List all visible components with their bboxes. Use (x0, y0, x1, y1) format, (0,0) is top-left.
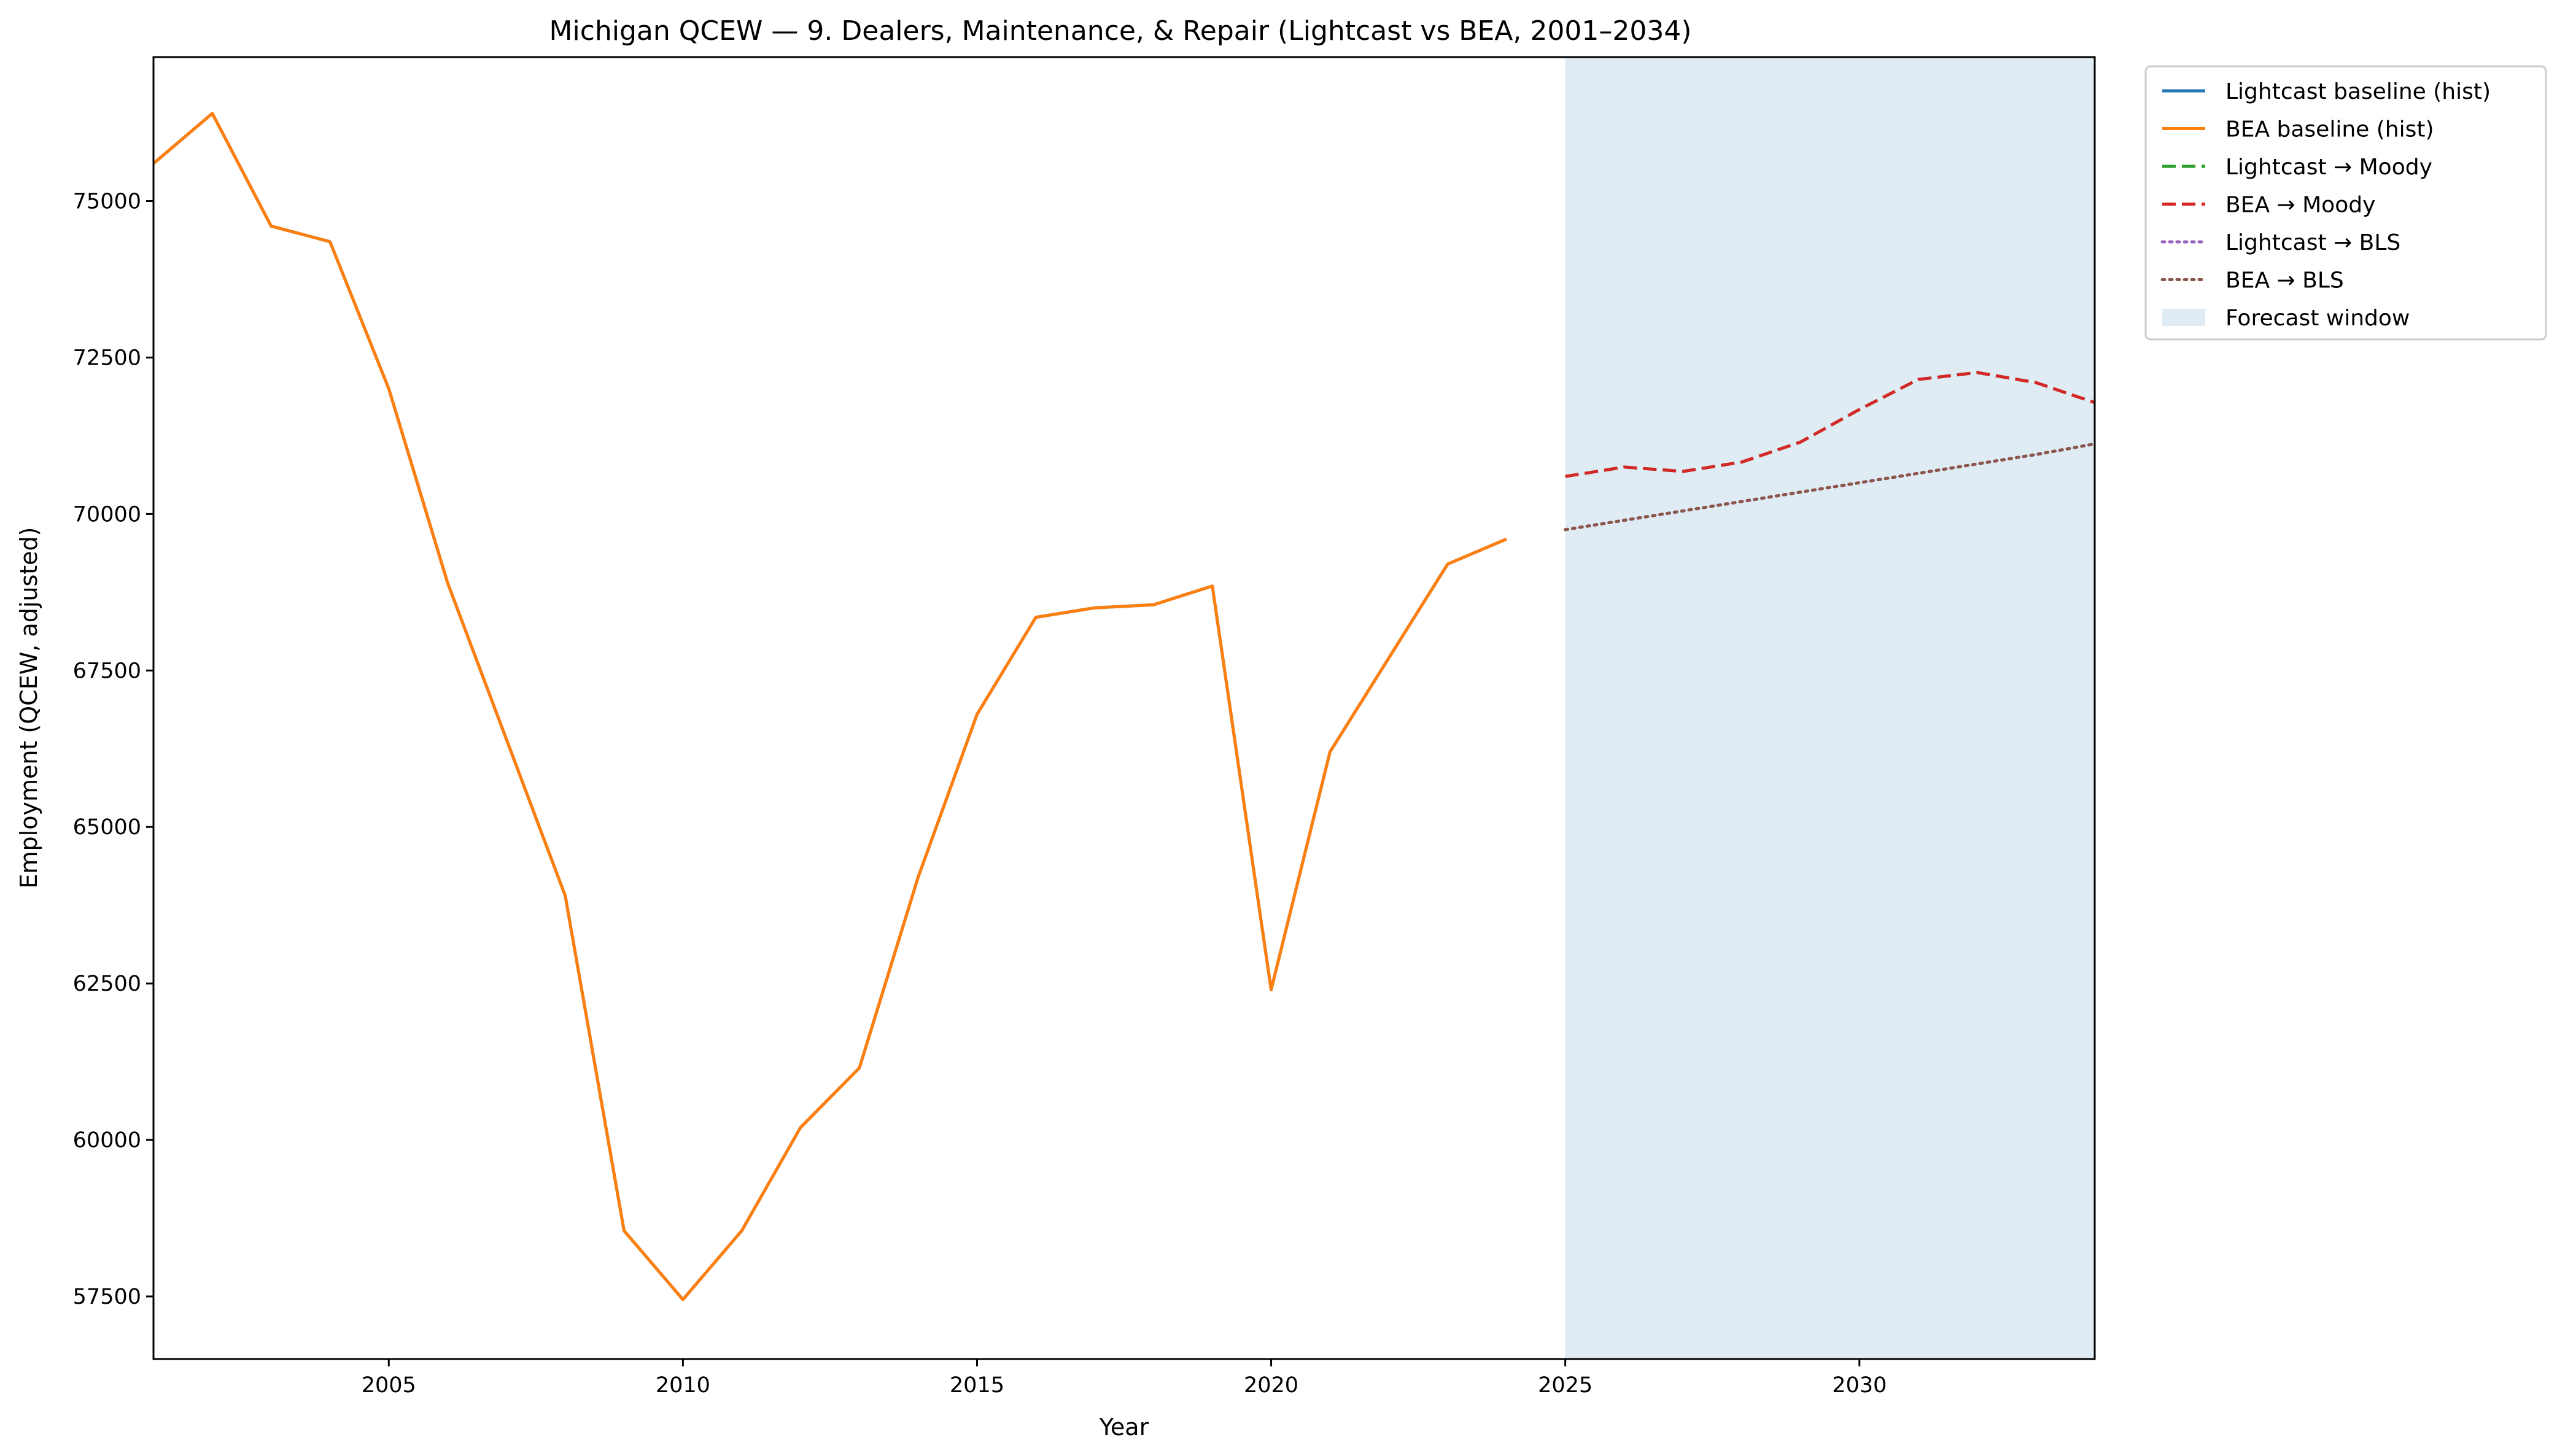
x-tick-label: 2005 (362, 1373, 416, 1398)
data-point (2035, 453, 2038, 456)
forecast-window-shade (1565, 57, 2095, 1359)
data-point (505, 738, 508, 741)
data-point (1799, 441, 1802, 444)
series-line (1565, 371, 2095, 478)
legend-item: Forecast window (2162, 306, 2410, 331)
data-point (1917, 378, 1920, 381)
x-tick-label: 2030 (1832, 1373, 1887, 1398)
data-point (1329, 750, 1332, 753)
x-tick-label: 2010 (656, 1373, 710, 1398)
series-line (152, 112, 1507, 1301)
data-point (1682, 509, 1685, 513)
data-point (1387, 656, 1391, 659)
legend-label: BEA → BLS (2225, 268, 2344, 293)
data-point (211, 112, 214, 115)
legend-swatch (2162, 309, 2205, 326)
y-tick-label: 60000 (73, 1128, 141, 1153)
data-point (1152, 603, 1155, 606)
data-point (1564, 528, 1567, 531)
legend-item: Lightcast → Moody (2162, 155, 2432, 180)
legend-frame (2144, 65, 2547, 341)
y-tick-label: 62500 (73, 972, 141, 996)
legend-item: Lightcast → BLS (2160, 230, 2400, 255)
data-point (1446, 562, 1449, 565)
legend-label: Lightcast → Moody (2225, 155, 2432, 180)
y-tick-label: 67500 (73, 659, 141, 683)
legend-item: BEA baseline (hist) (2162, 117, 2434, 142)
data-point (328, 240, 332, 243)
data-point (917, 875, 920, 878)
x-axis-label: Year (1099, 1414, 1149, 1441)
series-5 (1564, 442, 2097, 532)
data-point (2035, 381, 2038, 384)
data-point (740, 1229, 743, 1232)
data-point (1270, 988, 1273, 991)
series-line (1564, 442, 2097, 532)
data-point (387, 387, 390, 390)
legend-item: BEA → BLS (2160, 268, 2344, 293)
y-tick-label: 72500 (73, 346, 141, 370)
data-point (1682, 470, 1685, 473)
data-point (858, 1066, 861, 1069)
legend-item: Lightcast baseline (hist) (2162, 79, 2491, 104)
data-point (1093, 606, 1096, 610)
series-layer (152, 112, 2097, 1301)
data-point (1799, 490, 1802, 494)
data-point (1564, 475, 1567, 478)
y-axis-label: Employment (QCEW, adjusted) (15, 527, 42, 889)
data-point (1917, 472, 1920, 475)
x-tick-label: 2015 (950, 1373, 1004, 1398)
legend-label: BEA → Moody (2225, 193, 2375, 218)
legend-label: Lightcast → BLS (2225, 230, 2400, 255)
x-tick-label: 2020 (1244, 1373, 1298, 1398)
series-1 (152, 112, 1508, 1301)
y-tick-label: 57500 (73, 1285, 141, 1309)
data-point (1034, 616, 1038, 619)
legend-item: BEA → Moody (2162, 193, 2375, 218)
data-point (446, 581, 449, 584)
data-point (1740, 500, 1744, 503)
x-tick-label: 2025 (1538, 1373, 1593, 1398)
data-point (1740, 460, 1744, 463)
series-0 (152, 112, 1507, 1301)
data-point (564, 894, 567, 897)
y-tick-label: 70000 (73, 502, 141, 527)
legend-items: Lightcast baseline (hist) BEA baseline (h… (2160, 79, 2491, 331)
data-point (976, 713, 979, 716)
legend: Lightcast baseline (hist) BEA baseline (h… (2144, 65, 2547, 341)
y-tick-label: 65000 (73, 815, 141, 840)
data-point (1858, 408, 1861, 411)
y-axis: 57500 60000 62500 65000 67500 70000 72500 75000 (73, 190, 153, 1309)
data-point (1976, 462, 1979, 465)
x-axis: 2005 2010 2015 2020 2025 2030 (362, 1359, 1887, 1398)
plot-frame (152, 56, 2096, 1360)
legend-label: Lightcast baseline (hist) (2225, 79, 2491, 104)
forecast-window-area (1565, 57, 2095, 1359)
data-point (799, 1126, 802, 1129)
data-point (1623, 519, 1626, 522)
data-point (270, 225, 273, 228)
data-point (1976, 371, 1979, 374)
data-point (681, 1298, 685, 1301)
series-line (152, 112, 1507, 1301)
data-point (623, 1229, 626, 1232)
y-tick-label: 75000 (73, 190, 141, 214)
data-point (1211, 584, 1214, 587)
data-point (1505, 538, 1508, 541)
data-point (1858, 481, 1861, 484)
data-point (1623, 465, 1626, 468)
legend-label: BEA baseline (hist) (2225, 117, 2434, 142)
series-3 (1564, 371, 2095, 478)
legend-label: Forecast window (2225, 306, 2410, 331)
chart-title: Michigan QCEW — 9. Dealers, Maintenance,… (549, 15, 1692, 47)
